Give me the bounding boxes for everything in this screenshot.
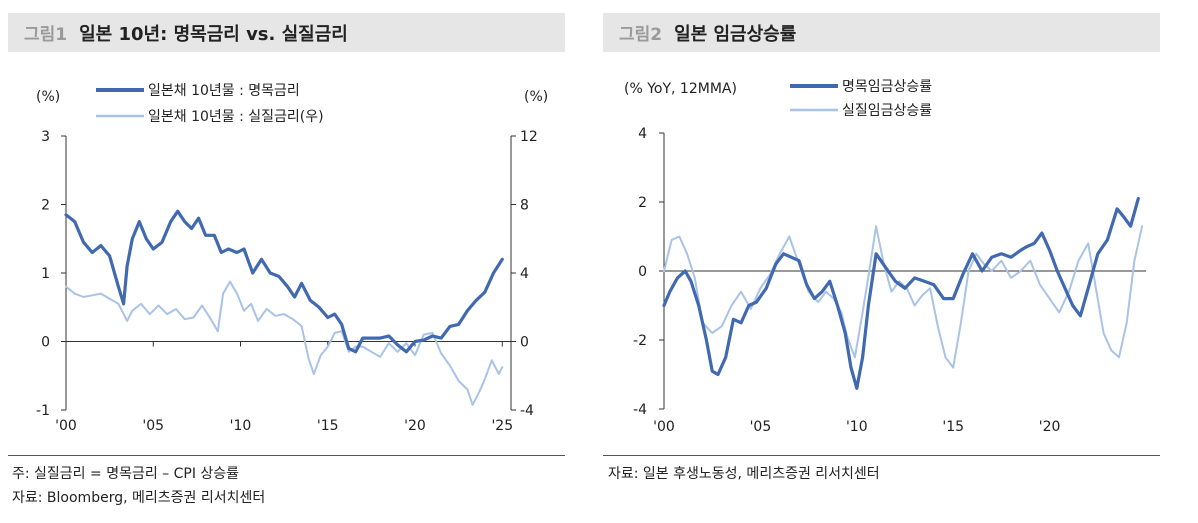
- figure-2-source: 자료: 일본 후생노동성, 메리츠증권 리서치센터: [608, 466, 880, 482]
- series-line-nominal-rate: [64, 209, 504, 354]
- right-axis-tick-label: 12: [520, 129, 538, 145]
- right-axis-tick-label: 0: [520, 335, 529, 351]
- right-axis-tick-label: 4: [520, 266, 529, 282]
- x-axis-tick-label: '00: [55, 418, 77, 434]
- figure-1-label: 그림1: [24, 25, 68, 45]
- left-axis-unit: (%): [36, 89, 60, 105]
- figure-1-title-bar: 그림1 일본 10년: 명목금리 vs. 실질금리: [8, 13, 565, 52]
- legend-label-nominal: 일본채 10년물 : 명목금리: [148, 83, 300, 99]
- right-axis-unit: (%): [524, 89, 548, 105]
- series-line-nominal-wage: [662, 197, 1140, 390]
- x-axis-tick-label: '10: [846, 419, 868, 435]
- y-axis-tick-label: 4: [638, 126, 647, 142]
- figure-2-title: 일본 임금상승률: [674, 23, 797, 45]
- series-line-real-wage: [663, 225, 1144, 369]
- right-axis-tick-label: 8: [520, 198, 529, 214]
- legend-label-nominal: 명목임금상승률: [842, 79, 932, 95]
- left-axis-tick-label: -1: [36, 403, 50, 419]
- x-axis-tick-label: '15: [942, 419, 964, 435]
- y-axis-tick-label: -2: [633, 333, 647, 349]
- left-axis-tick-label: 1: [41, 266, 50, 282]
- figure-2-panel: 그림2 일본 임금상승률 -4 -2 0 2 4 '00 '05 '10 '15 '20 (% Yo…: [600, 0, 1198, 523]
- x-axis-tick-label: '00: [653, 419, 675, 435]
- x-axis-tick-label: '05: [142, 418, 164, 434]
- figure-2-bottom-rule: [603, 455, 1160, 456]
- figure-1-note: 주: 실질금리 = 명목금리 – CPI 상승률: [12, 466, 240, 482]
- left-axis-tick-label: 3: [41, 129, 50, 145]
- x-axis-tick-label: '15: [317, 418, 339, 434]
- figure-1-source: 자료: Bloomberg, 메리츠증권 리서치센터: [12, 490, 266, 506]
- figure-2-title-bar: 그림2 일본 임금상승률: [603, 13, 1160, 52]
- figure-2-label: 그림2: [619, 25, 663, 45]
- y-axis-tick-label: -4: [633, 402, 647, 418]
- y-axis-unit: (% YoY, 12MMA): [624, 81, 737, 97]
- chart-2-wage-growth: -4 -2 0 2 4 '00 '05 '10 '15 '20 (% YoY, 12MMA) 명목임금…: [624, 79, 1146, 435]
- x-axis-tick-label: '25: [491, 418, 513, 434]
- figure-1-title: 일본 10년: 명목금리 vs. 실질금리: [79, 23, 348, 45]
- x-axis-tick-label: '20: [1039, 419, 1061, 435]
- y-axis-tick-label: 2: [638, 195, 647, 211]
- legend-label-real: 일본채 10년물 : 실질금리(우): [148, 109, 324, 125]
- right-axis-tick-label: -4: [520, 403, 534, 419]
- left-axis-tick-label: 2: [41, 198, 50, 214]
- series-line-real-rate: [65, 280, 504, 406]
- x-axis-tick-label: '10: [230, 418, 252, 434]
- figure-1-panel: 그림1 일본 10년: 명목금리 vs. 실질금리 -1 0 1 2 3 -4 0 4 8 12 '…: [0, 0, 570, 523]
- left-axis-tick-label: 0: [41, 335, 50, 351]
- legend-label-real: 실질임금상승률: [842, 103, 932, 119]
- y-axis-tick-label: 0: [638, 264, 647, 280]
- x-axis-tick-label: '05: [750, 419, 772, 435]
- x-axis-tick-label: '20: [404, 418, 426, 434]
- figure-1-bottom-rule: [8, 455, 565, 456]
